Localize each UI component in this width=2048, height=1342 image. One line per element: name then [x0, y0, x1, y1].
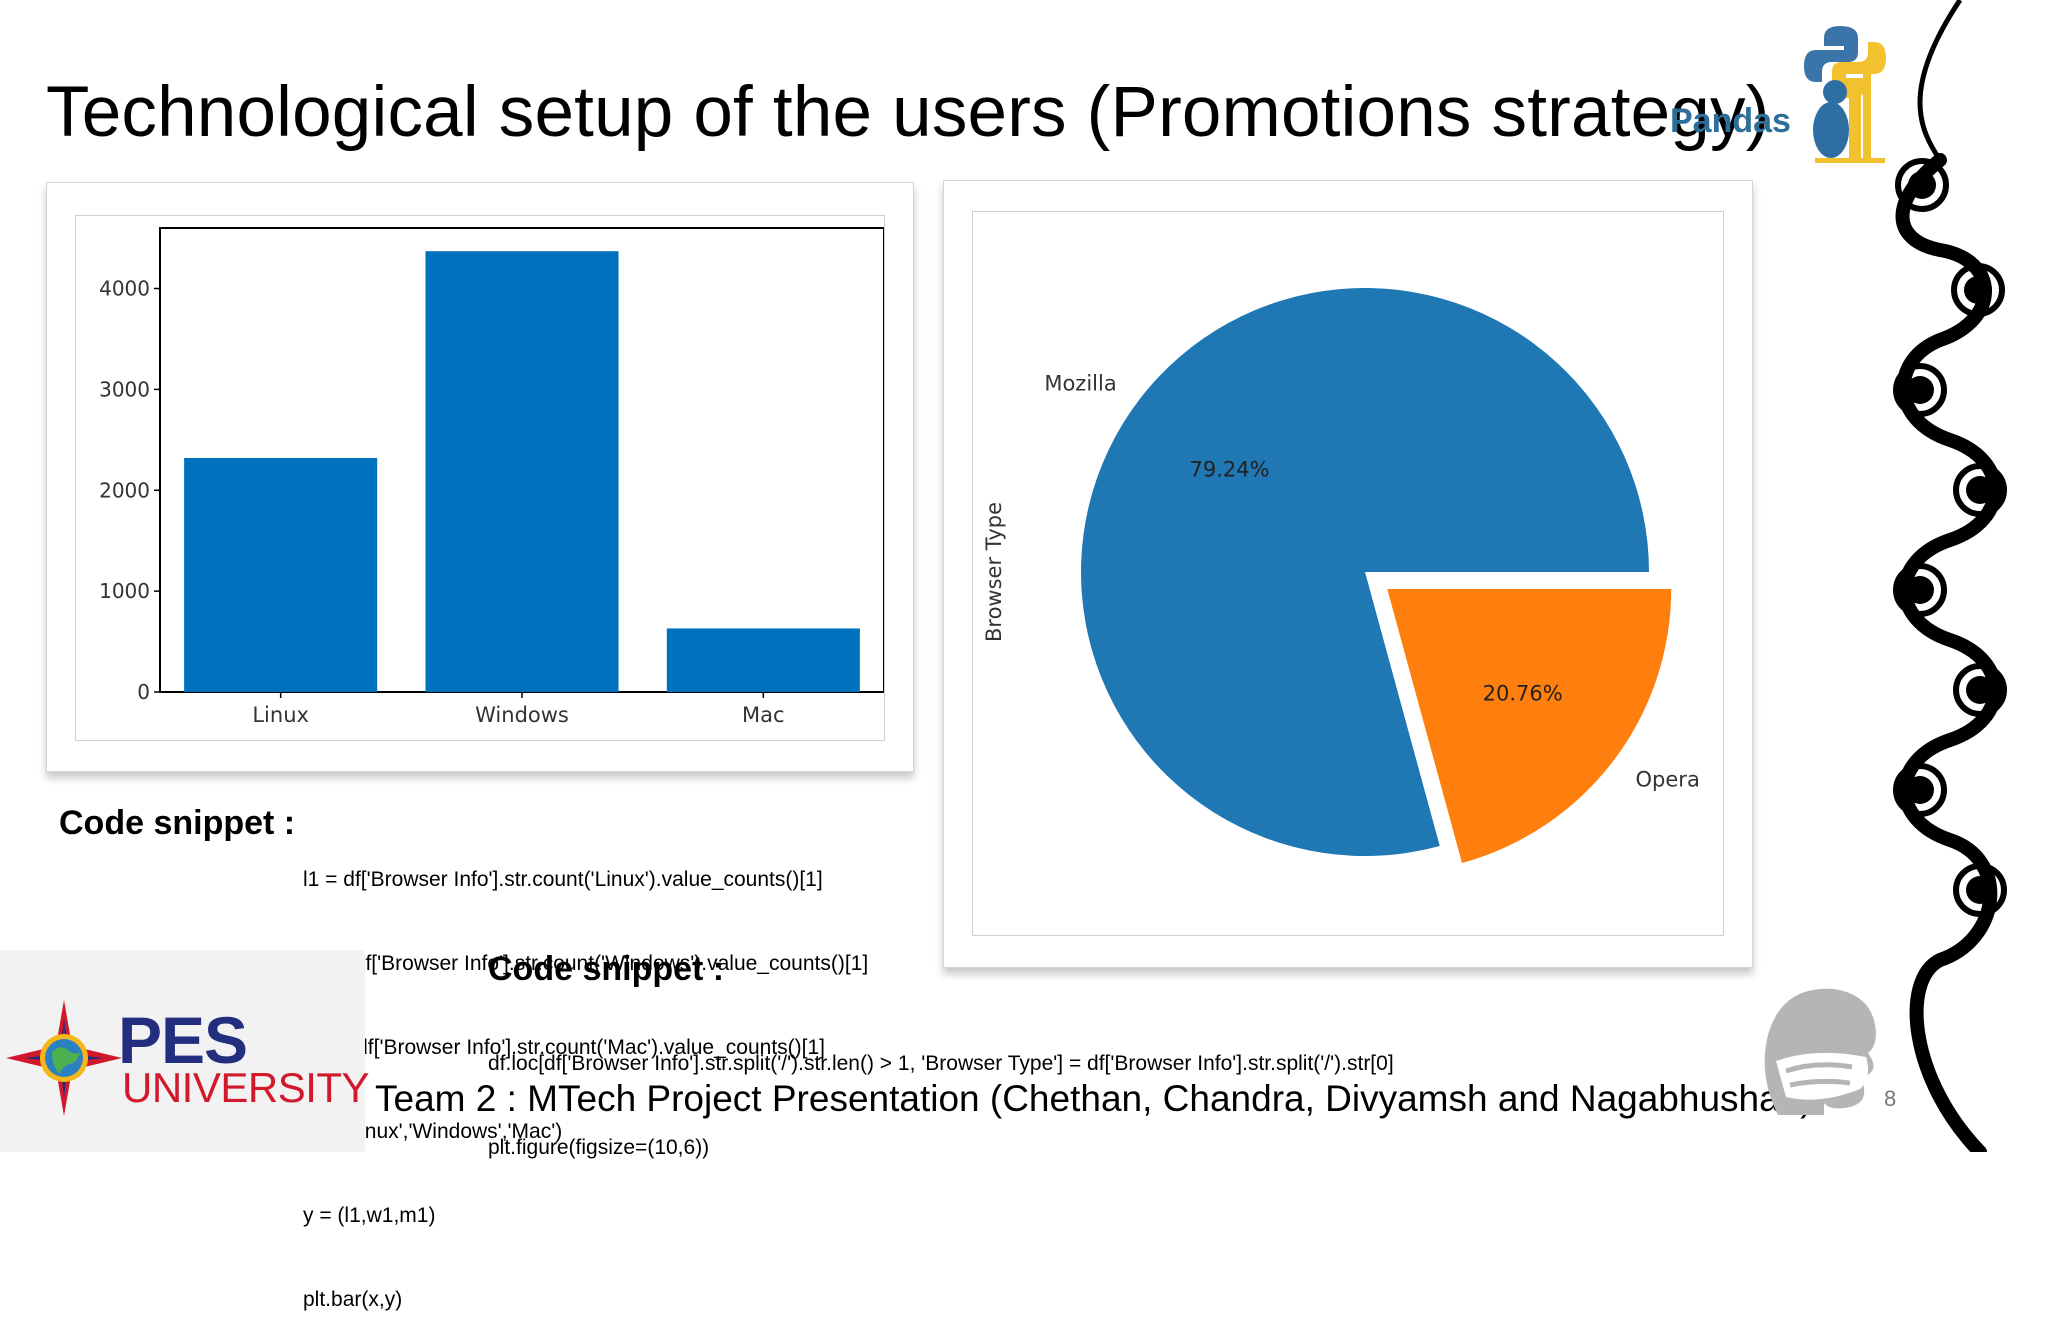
pie-ylabel: Browser Type [982, 502, 1006, 642]
pandas-logo [1804, 26, 1886, 163]
university-wordmark: UNIVERSITY [122, 1064, 370, 1111]
slide-title: Technological setup of the users (Promot… [46, 73, 1770, 152]
page-number: 8 [1884, 1086, 1897, 1111]
pie-chart-frame: Browser Type 79.24% Mozilla 20.76% Opera [972, 211, 1724, 936]
code-snippet-2: df.loc[df['Browser Info'].str.split('/')… [488, 994, 1394, 1190]
pie-category-label: Mozilla [1044, 371, 1116, 395]
code-line: plt.bar(x,y) [303, 1288, 403, 1311]
code-snippet-heading-1: Code snippet : [59, 804, 296, 842]
bar-mac [666, 628, 860, 692]
bar-linux [184, 457, 378, 692]
python-icon [1804, 26, 1886, 98]
face-mask-icon [1764, 988, 1876, 1115]
pie-chart-card: Browser Type 79.24% Mozilla 20.76% Opera [943, 180, 1753, 968]
code-line: plt.figure(figsize=(10,6)) [488, 1136, 710, 1159]
ornament-border-icon [1893, 0, 2007, 1152]
bar-chart-frame: 0 1000 2000 3000 4000 Linux Windows Mac [75, 215, 885, 741]
bar-chart: 0 1000 2000 3000 4000 Linux Windows Mac [99, 227, 885, 727]
pes-wordmark: PES [118, 1003, 248, 1077]
code-line: y = (l1,w1,m1) [303, 1204, 436, 1227]
pie-slice-mozilla [1081, 288, 1649, 856]
y-tick-label: 0 [137, 680, 150, 704]
pie-value-label: 79.24% [1190, 458, 1270, 482]
x-tick-label: Windows [475, 703, 569, 727]
y-tick-label: 4000 [99, 277, 150, 301]
bar-chart-card: 0 1000 2000 3000 4000 Linux Windows Mac [46, 182, 914, 772]
pie-value-label: 20.76% [1483, 681, 1563, 705]
code-snippet-heading-2: Code snippet : [488, 950, 725, 988]
footer-text: Team 2 : MTech Project Presentation (Che… [375, 1078, 1813, 1119]
bar-windows [425, 251, 619, 692]
panda-figure-icon [1813, 74, 1885, 163]
pie-slice-opera [1387, 588, 1672, 863]
y-tick-label: 1000 [99, 579, 150, 603]
x-tick-label: Mac [742, 703, 785, 727]
y-tick-label: 3000 [99, 377, 150, 401]
pie-category-label: Opera [1636, 768, 1700, 792]
pes-emblem-icon [6, 1000, 122, 1116]
code-line: df.loc[df['Browser Info'].str.split('/')… [488, 1052, 1394, 1075]
pie-chart: Browser Type 79.24% Mozilla 20.76% Opera [982, 288, 1700, 863]
pandas-wordmark: Pandas [1670, 102, 1791, 140]
code-line: l1 = df['Browser Info'].str.count('Linux… [303, 868, 823, 891]
y-tick-label: 2000 [99, 478, 150, 502]
x-tick-label: Linux [252, 703, 309, 727]
